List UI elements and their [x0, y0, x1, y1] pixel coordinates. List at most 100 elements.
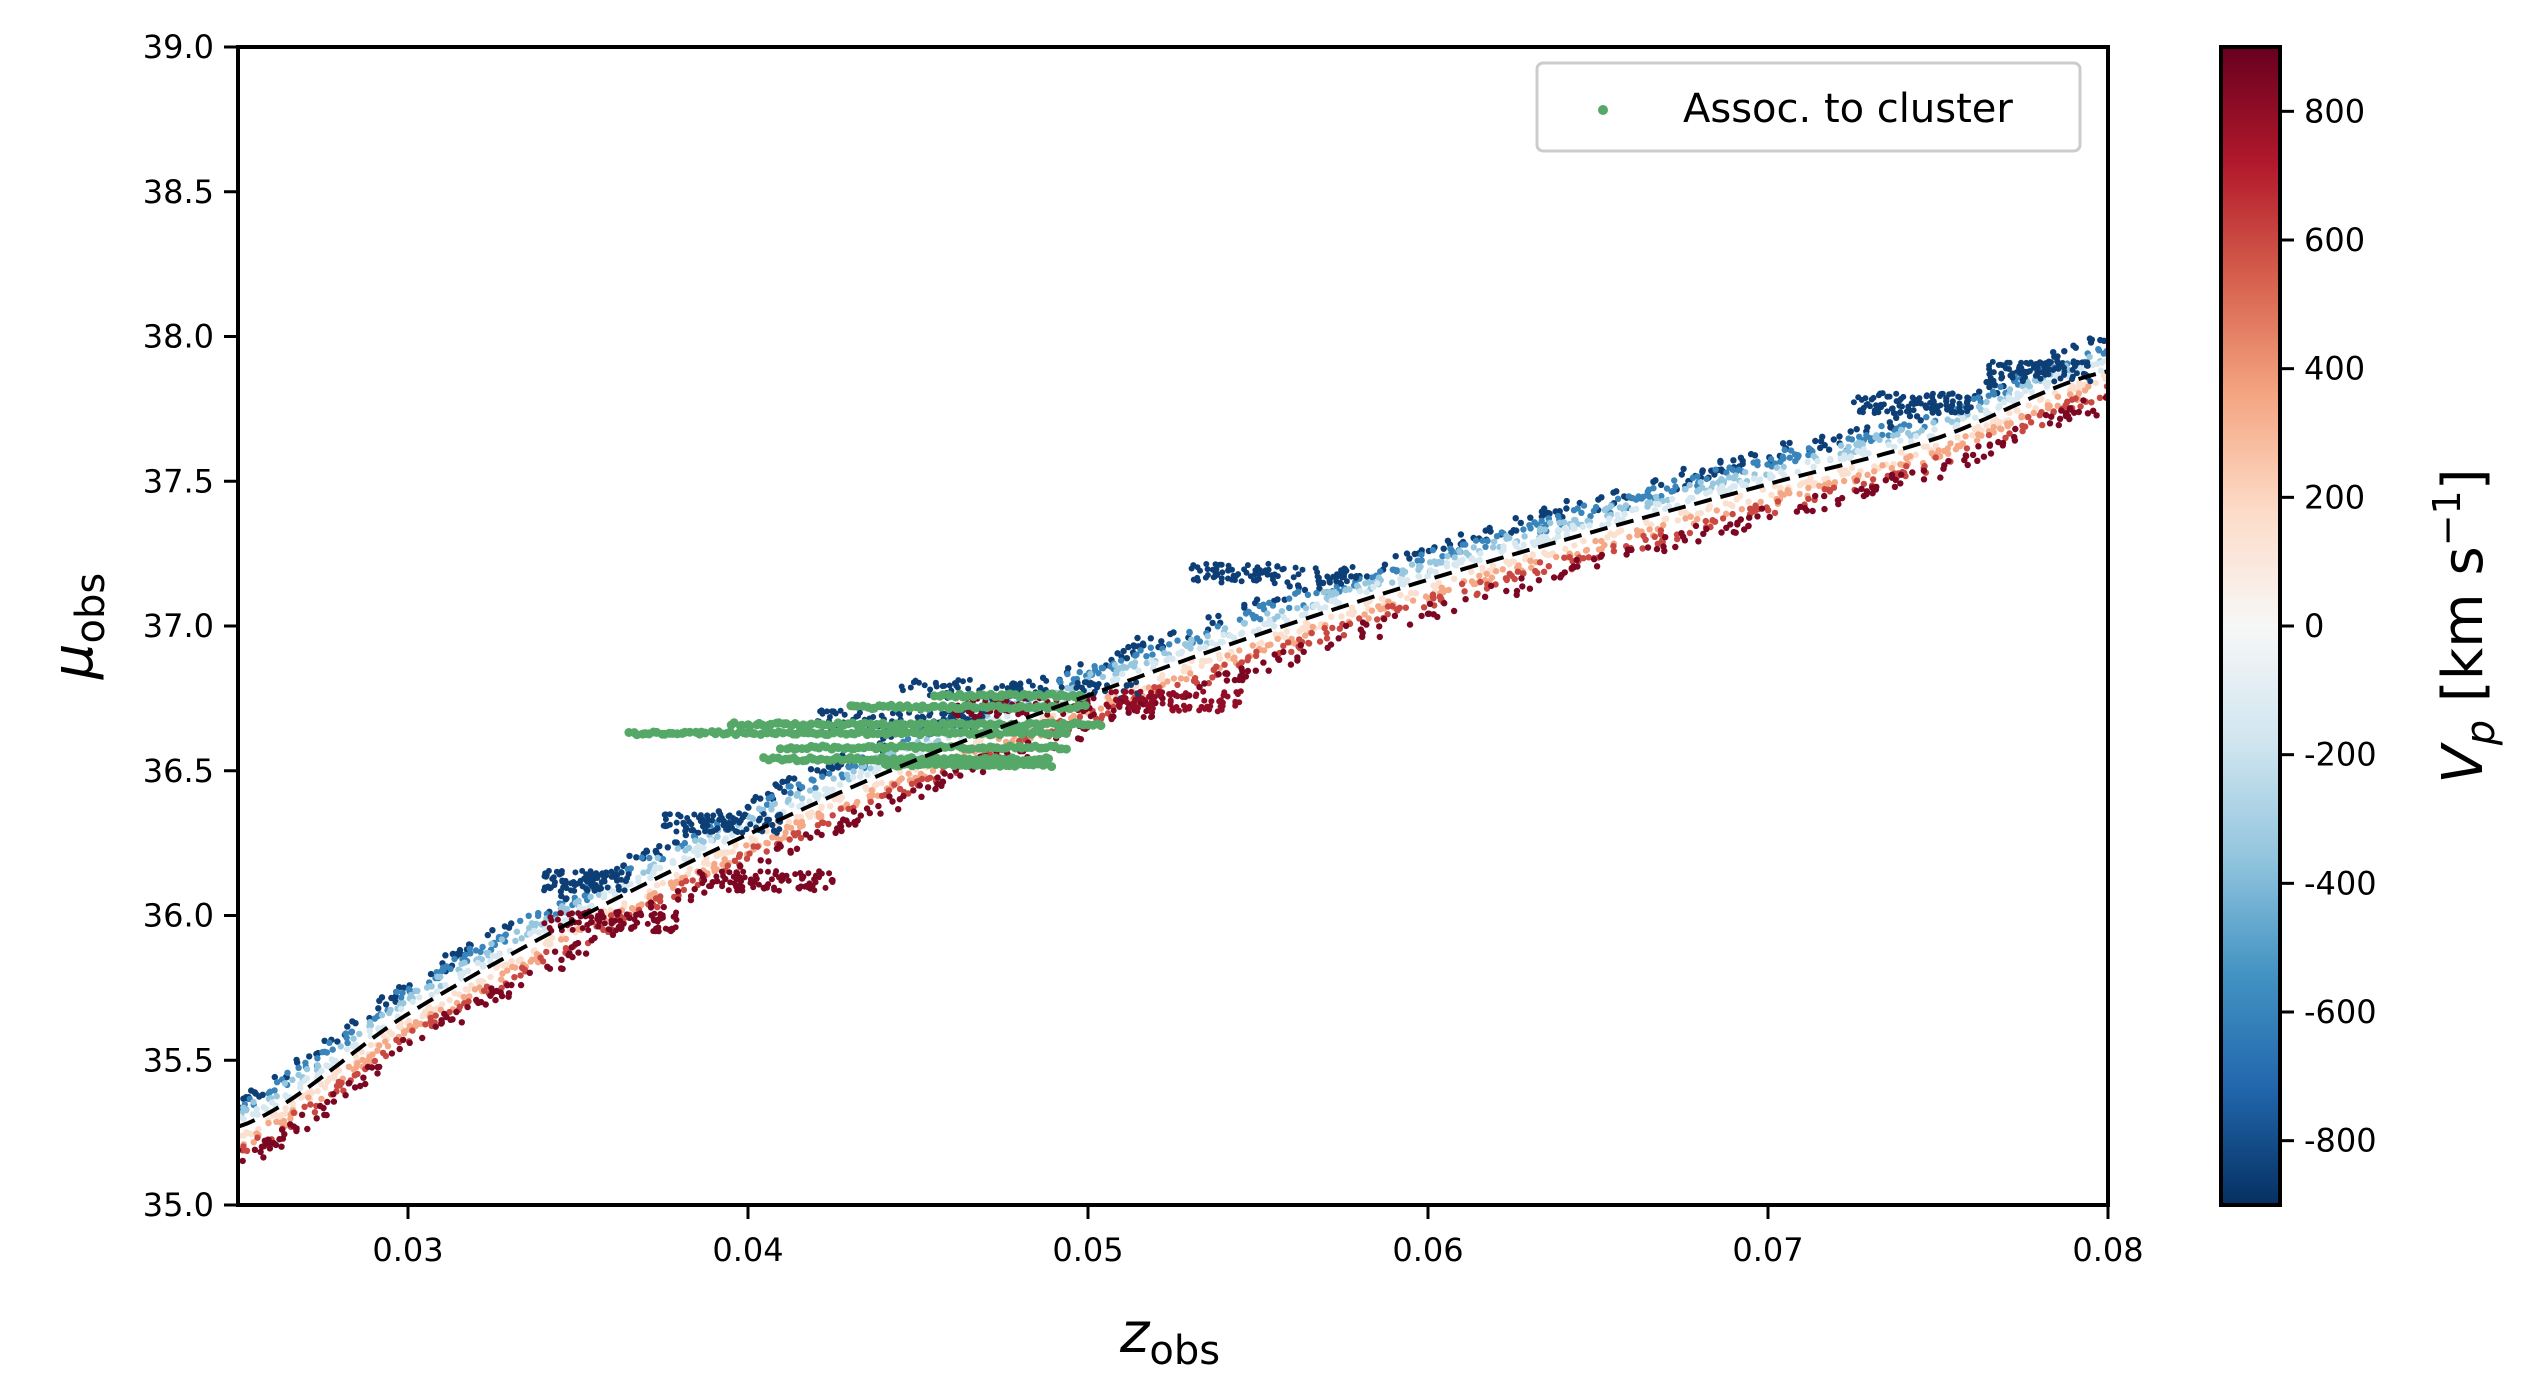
- scatter-point: [1280, 642, 1287, 650]
- scatter-point: [1859, 409, 1866, 416]
- scatter-point: [1208, 639, 1215, 646]
- scatter-point: [841, 711, 848, 718]
- scatter-point: [1722, 510, 1730, 517]
- scatter-point: [2066, 391, 2074, 398]
- scatter-point: [845, 805, 852, 812]
- scatter-point: [1987, 374, 1994, 381]
- scatter-point: [1954, 442, 1962, 450]
- scatter-point: [1222, 670, 1229, 677]
- cluster-point: [1073, 701, 1083, 710]
- scatter-point: [1147, 635, 1155, 642]
- scatter-point: [818, 803, 825, 810]
- scatter-point: [1137, 647, 1144, 654]
- scatter-point: [1429, 593, 1436, 600]
- scatter-point: [1841, 452, 1848, 459]
- scatter-point: [1598, 494, 1605, 501]
- scatter-point: [1674, 517, 1682, 524]
- scatter-point: [1503, 576, 1511, 584]
- scatter-point: [1897, 480, 1904, 487]
- scatter-point: [608, 917, 615, 924]
- scatter-point: [1713, 507, 1721, 514]
- scatter-point: [866, 809, 873, 817]
- scatter-point: [1174, 693, 1181, 700]
- scatter-point: [1292, 564, 1299, 571]
- scatter-point: [733, 874, 739, 881]
- scatter-point: [1058, 684, 1065, 691]
- scatter-point: [376, 1042, 383, 1049]
- scatter-point: [1422, 593, 1430, 600]
- scatter-point: [2095, 347, 2103, 354]
- scatter-point: [768, 793, 776, 800]
- scatter-point: [422, 1021, 429, 1028]
- scatter-point: [804, 811, 812, 818]
- scatter-point: [1349, 564, 1356, 570]
- scatter-point: [631, 923, 638, 930]
- scatter-point: [1119, 670, 1126, 677]
- scatter-point: [2048, 413, 2055, 420]
- scatter-point: [787, 847, 794, 855]
- scatter-point: [317, 1080, 325, 1088]
- scatter-point: [1922, 402, 1929, 409]
- scatter-point: [828, 763, 835, 770]
- scatter-point: [696, 814, 702, 821]
- scatter-point: [451, 955, 458, 963]
- scatter-point: [1407, 589, 1415, 597]
- scatter-point: [2070, 342, 2077, 349]
- scatter-point: [1975, 394, 1982, 401]
- scatter-point: [1821, 505, 1828, 513]
- scatter-point: [1287, 661, 1295, 668]
- scatter-point: [1781, 446, 1788, 454]
- scatter-point: [1320, 589, 1328, 596]
- scatter-point: [820, 768, 827, 775]
- scatter-point: [664, 822, 671, 829]
- scatter-point: [1412, 590, 1420, 597]
- scatter-point: [710, 812, 717, 819]
- scatter-point: [1073, 684, 1080, 691]
- colorbar-tick-label: -800: [2304, 1122, 2377, 1160]
- scatter-point: [793, 845, 801, 852]
- scatter-point: [1224, 652, 1231, 659]
- scatter-point: [321, 1111, 328, 1119]
- scatter-point: [1529, 551, 1536, 558]
- scatter-point: [1241, 620, 1248, 627]
- scatter-point: [1796, 481, 1804, 489]
- scatter-point: [739, 829, 746, 836]
- scatter-point: [369, 1051, 376, 1058]
- scatter-point: [1451, 575, 1458, 582]
- scatter-point: [1709, 517, 1716, 524]
- scatter-point: [837, 781, 844, 788]
- x-tick-label: 0.03: [372, 1231, 443, 1269]
- scatter-point: [401, 1030, 408, 1037]
- scatter-point: [650, 916, 657, 923]
- scatter-point: [604, 884, 611, 891]
- scatter-point: [1362, 580, 1369, 587]
- colorbar-label-rest: [km s: [2431, 546, 2496, 720]
- scatter-point: [1694, 473, 1701, 480]
- scatter-point: [1639, 545, 1646, 552]
- scatter-point: [1924, 392, 1930, 399]
- scatter-point: [1965, 395, 1973, 402]
- scatter-point: [366, 1027, 373, 1034]
- scatter-point: [830, 775, 837, 782]
- scatter-point: [724, 862, 731, 869]
- scatter-point: [966, 676, 973, 683]
- cluster-point: [1061, 729, 1071, 738]
- scatter-point: [1363, 588, 1370, 596]
- scatter-point: [1323, 629, 1330, 637]
- scatter-point: [2004, 359, 2011, 366]
- scatter-point: [569, 910, 575, 917]
- scatter-point: [820, 819, 827, 827]
- scatter-point: [1912, 451, 1919, 458]
- scatter-point: [828, 877, 835, 884]
- scatter-point: [1265, 667, 1272, 674]
- scatter-point: [1453, 562, 1460, 569]
- scatter-point: [1804, 458, 1811, 466]
- scatter-point: [960, 678, 966, 685]
- scatter-point: [867, 798, 874, 806]
- scatter-point: [635, 878, 642, 885]
- scatter-point: [579, 867, 586, 874]
- scatter-point: [621, 900, 628, 907]
- scatter-point: [1864, 471, 1871, 478]
- scatter-point: [1578, 509, 1585, 516]
- scatter-point: [518, 935, 525, 942]
